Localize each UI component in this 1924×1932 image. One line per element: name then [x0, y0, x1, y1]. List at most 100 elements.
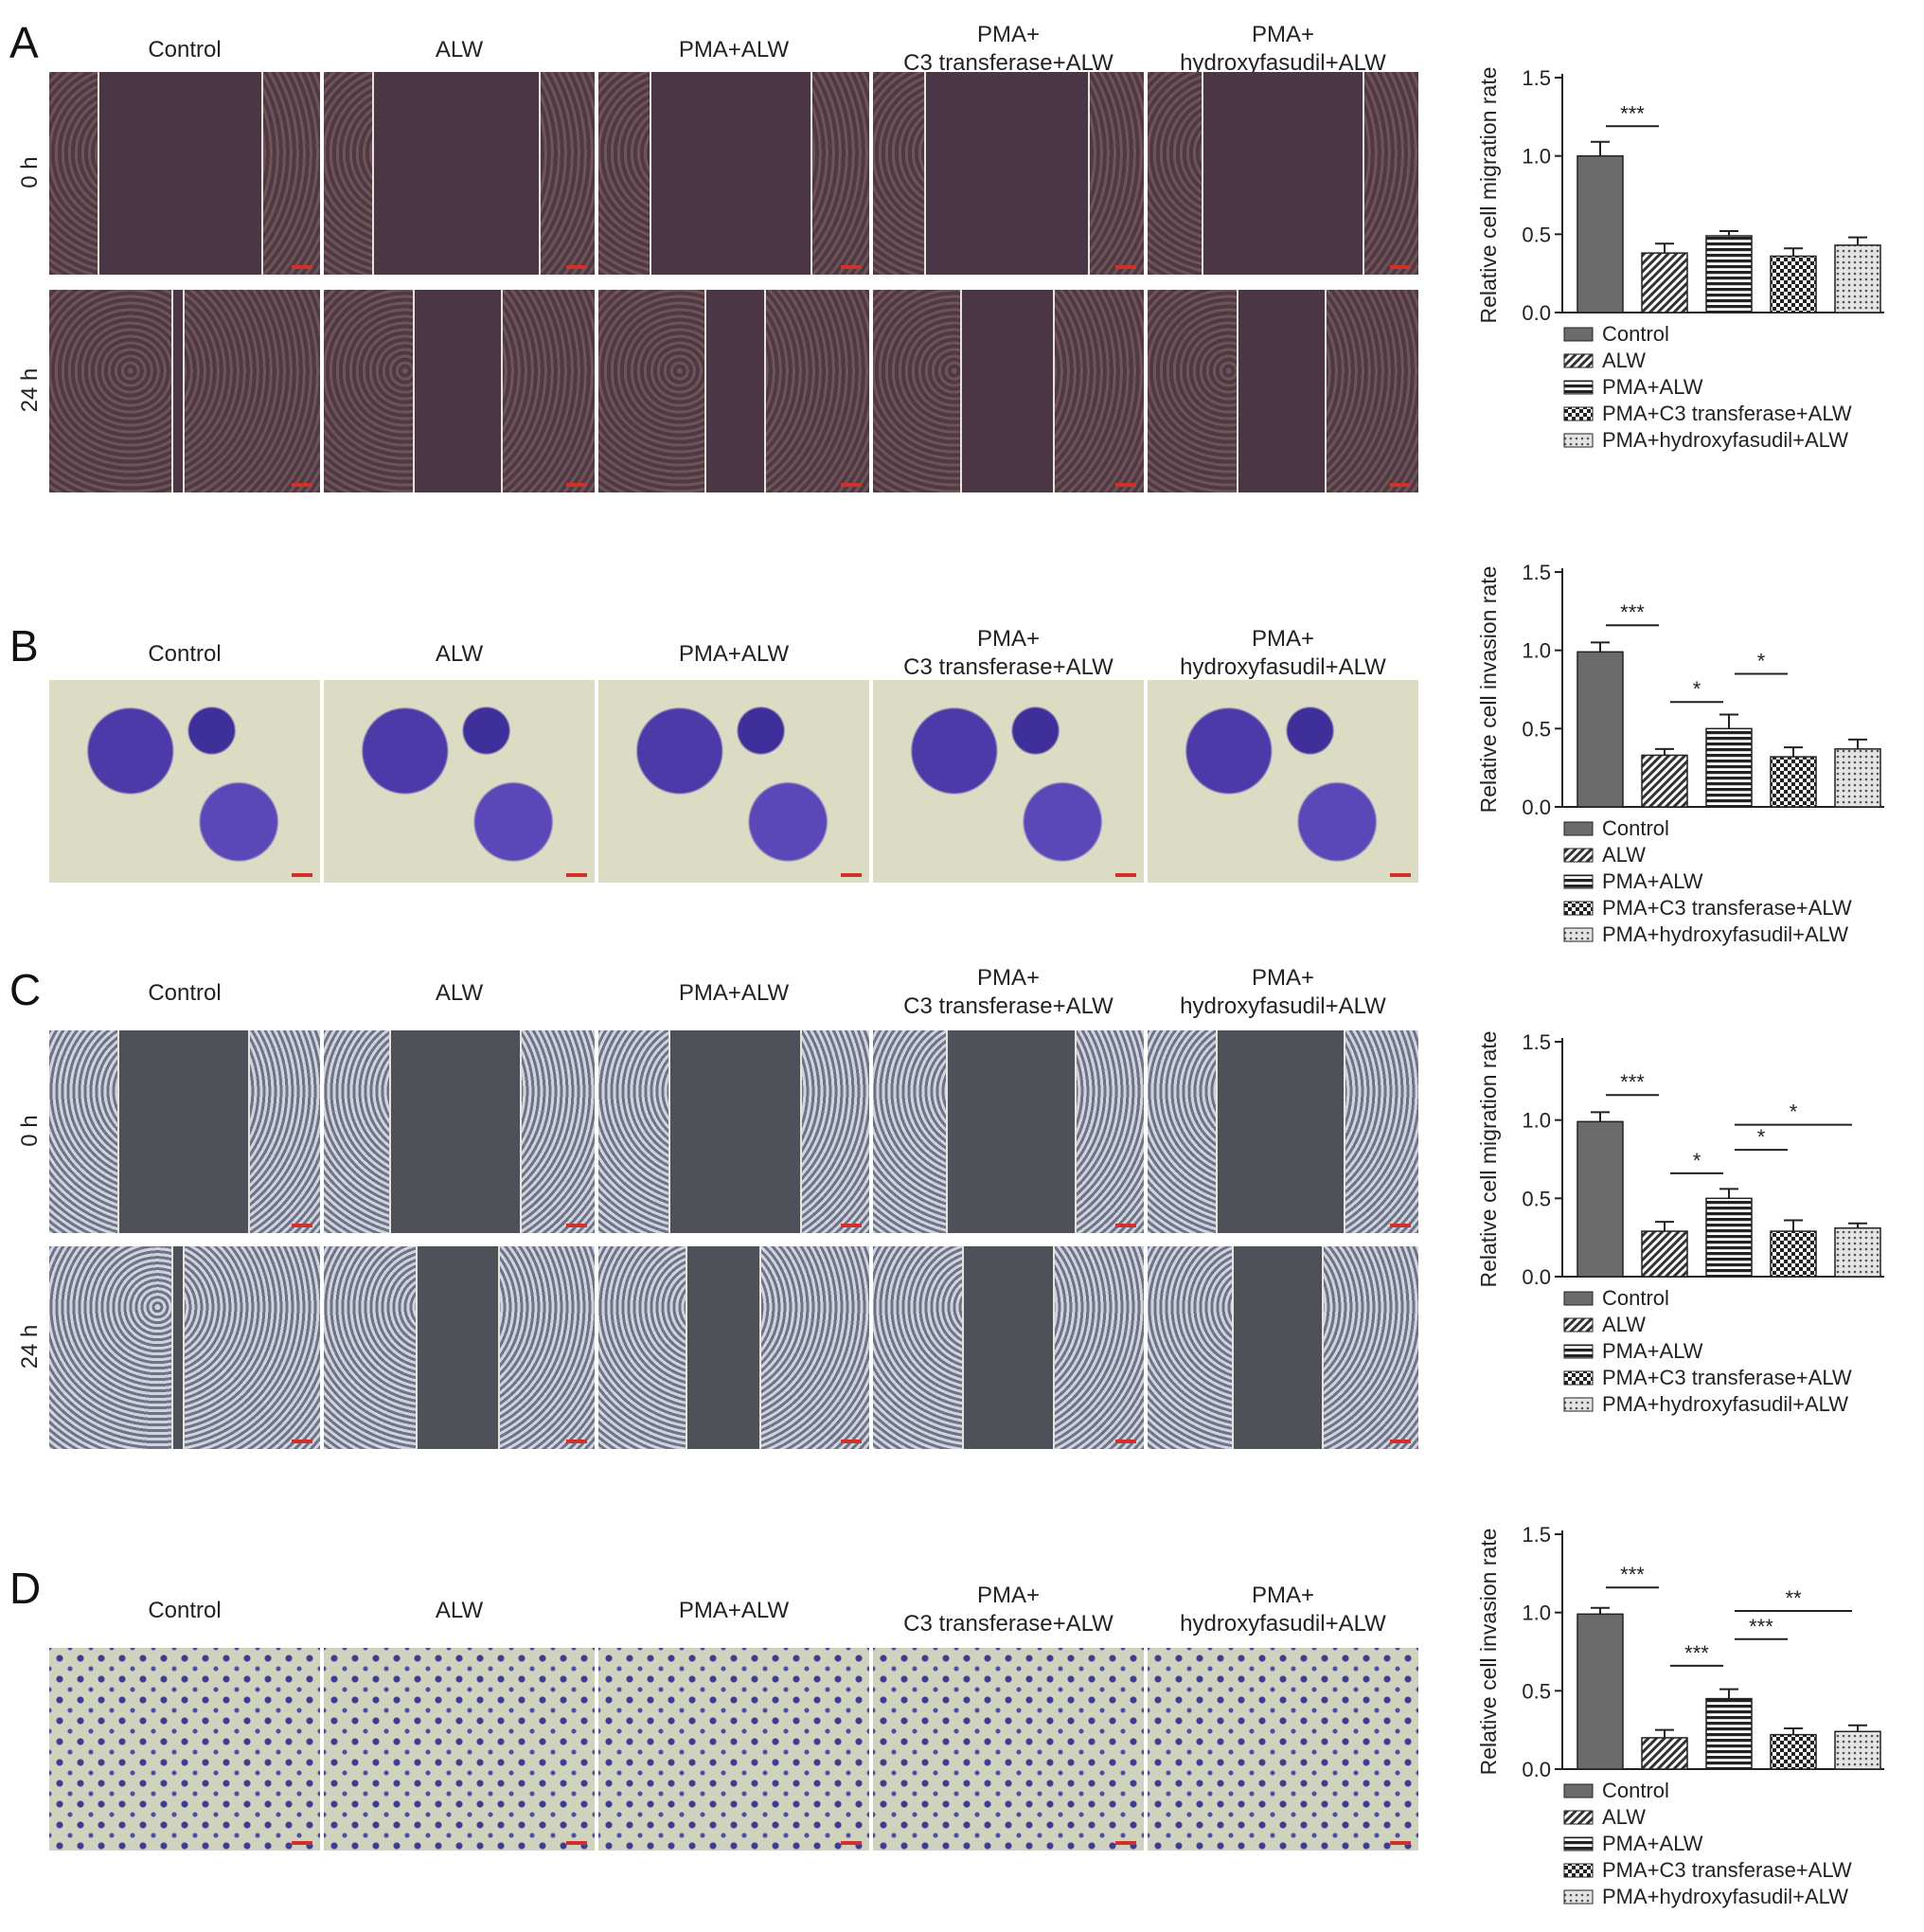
row-label-time: 24 h [17, 367, 43, 413]
y-axis-label: Relative cell migration rate [1476, 1030, 1501, 1287]
legend-label: PMA+hydroxyfasudil+ALW [1602, 1885, 1848, 1908]
scale-bar [841, 1224, 862, 1227]
micrograph-tile [873, 72, 1144, 275]
scale-bar [1390, 1440, 1411, 1443]
y-tick-label: 0.5 [1522, 1679, 1551, 1703]
wound-gap [650, 72, 812, 275]
wound-gap [704, 290, 767, 492]
bar-1 [1641, 1737, 1688, 1770]
wound-gap [1202, 72, 1364, 275]
significance-label: * [1757, 1125, 1766, 1149]
wound-edge-line [260, 72, 263, 275]
legend-swatch [1563, 353, 1594, 368]
y-tick-label: 0.0 [1522, 1265, 1551, 1289]
legend-label: PMA+C3 transferase+ALW [1602, 1858, 1852, 1882]
wound-edge-line [924, 72, 927, 275]
column-label: PMA+ C3 transferase+ALW [903, 626, 1113, 680]
micrograph-tile [49, 1648, 320, 1851]
legend-label: Control [1602, 816, 1669, 840]
bar-1 [1641, 754, 1688, 808]
column-label: PMA+ hydroxyfasudil+ALW [1180, 22, 1386, 76]
bar-4 [1834, 244, 1881, 313]
legend-swatch [1563, 380, 1594, 395]
scale-bar [1115, 1224, 1136, 1227]
wound-gap [98, 72, 263, 275]
wound-gap [668, 1030, 802, 1233]
legend-label: PMA+hydroxyfasudil+ALW [1602, 922, 1848, 946]
wound-edge-line [1321, 1246, 1324, 1449]
scale-bar [292, 1224, 312, 1227]
legend-swatch [1563, 1397, 1594, 1412]
wound-edge-line [1074, 1030, 1077, 1233]
column-label: PMA+ALW [678, 37, 790, 63]
column-label: ALW [435, 641, 484, 667]
wound-edge-line [1362, 72, 1364, 275]
bar-2 [1705, 1197, 1753, 1278]
wound-edge-line [247, 1030, 250, 1233]
wound-edge-line [758, 1246, 761, 1449]
legend-swatch [1563, 1370, 1594, 1386]
wound-edge-line [170, 290, 173, 492]
significance-label: ** [1785, 1586, 1802, 1610]
significance-label: * [1757, 649, 1766, 672]
column-label: PMA+ALW [678, 980, 790, 1006]
column-label: PMA+ C3 transferase+ALW [903, 965, 1113, 1019]
bar-chart-c: Relative cell migration rate 0.0 0.5 1.0 1.5… [1476, 1030, 1884, 1416]
bar-4 [1834, 748, 1881, 808]
wound-edge-line [116, 1030, 119, 1233]
column-label: ALW [435, 37, 484, 63]
legend-swatch [1563, 1317, 1594, 1333]
legend-label: ALW [1602, 1805, 1646, 1829]
wound-gap [1215, 1030, 1345, 1233]
micrograph-tile [1148, 1030, 1418, 1233]
legend-label: PMA+ALW [1602, 1832, 1703, 1855]
y-tick-label: 1.0 [1522, 1109, 1551, 1133]
legend-label: ALW [1602, 349, 1646, 372]
wound-edge-line [538, 72, 541, 275]
wound-gap [170, 290, 185, 492]
y-tick-label: 0.5 [1522, 717, 1551, 741]
bar-4 [1834, 1730, 1881, 1770]
wound-gap [946, 1030, 1077, 1233]
legend-label: PMA+ALW [1602, 869, 1703, 893]
scale-bar [1390, 1224, 1411, 1227]
micrograph-tile [324, 1246, 595, 1449]
significance-label: * [1790, 1100, 1798, 1124]
legend-label: ALW [1602, 1313, 1646, 1336]
bar-chart-d: Relative cell invasion rate 0.0 0.5 1.0 1.5 *… [1476, 1523, 1884, 1908]
micrograph-tile [873, 1246, 1144, 1449]
wound-edge-line [685, 1246, 687, 1449]
micrograph-tile [598, 1030, 869, 1233]
micrograph-tile [1148, 72, 1418, 275]
scale-bar [292, 483, 312, 487]
legend-swatch [1563, 1810, 1594, 1825]
column-label: PMA+ hydroxyfasudil+ALW [1180, 626, 1386, 680]
panel-letter-c: C [9, 965, 42, 1014]
scale-bar [292, 1841, 312, 1845]
y-axis-label: Relative cell migration rate [1476, 66, 1501, 323]
wound-gap [388, 1030, 522, 1233]
micrograph-tile [598, 72, 869, 275]
legend-swatch [1563, 1889, 1594, 1905]
micrograph-tile [324, 1648, 595, 1851]
bar-chart-b: Relative cell invasion rate 0.0 0.5 1.0 1.5 *… [1476, 561, 1884, 946]
panel-letter-b: B [9, 621, 39, 671]
bar-3 [1770, 1733, 1817, 1770]
micrograph-tile [49, 72, 320, 275]
wound-edge-line [372, 72, 375, 275]
micrograph-tile [49, 1246, 320, 1449]
scale-bar [1390, 265, 1411, 269]
bar-1 [1641, 1230, 1688, 1278]
scale-bar [1115, 265, 1136, 269]
wound-edge-line [650, 72, 652, 275]
legend-label: PMA+hydroxyfasudil+ALW [1602, 1392, 1848, 1416]
wound-edge-line [946, 1030, 949, 1233]
legend-swatch [1563, 433, 1594, 448]
column-label: Control [148, 641, 222, 667]
wound-edge-line [764, 290, 767, 492]
significance-label: *** [1620, 101, 1645, 125]
legend-label: Control [1602, 1286, 1669, 1310]
wound-edge-line [1231, 1246, 1234, 1449]
scale-bar [841, 1440, 862, 1443]
wound-gap [1237, 290, 1327, 492]
